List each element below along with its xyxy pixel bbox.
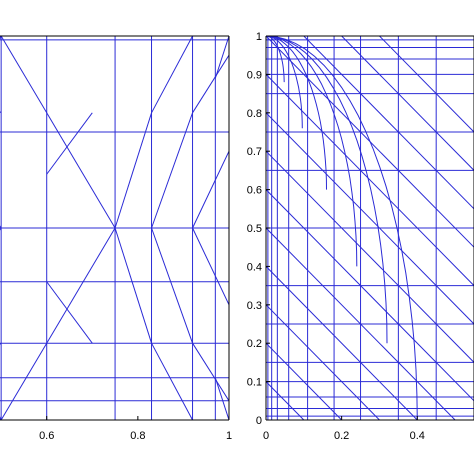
right-mesh-panel: 0 0.2 0.4 0 0.1 0.2 0.3 0.4 0.5 0.6 0.7 0.8 0.9 1 [247, 31, 474, 442]
mesh-diagonal-line [151, 342, 193, 420]
y-tick-label: 1 [256, 31, 262, 43]
mesh-diagonal-line [151, 227, 194, 344]
left-mesh-lines [0, 36, 229, 420]
y-tick-label: 0.2 [247, 338, 262, 350]
mesh-diagonal-line [114, 112, 153, 229]
y-tick-label: 0.8 [247, 108, 262, 120]
left-x-tick-labels: 0.40.60.81 [39, 430, 232, 442]
mesh-diagonal-line [266, 342, 342, 420]
x-tick-label: 1 [226, 430, 232, 442]
mesh-diagonal-line [266, 304, 380, 420]
mesh-diagonal-line [151, 112, 194, 229]
y-tick-label: 0.7 [247, 146, 262, 158]
mesh-diagonal-line [46, 227, 116, 344]
y-tick-label: 0.4 [247, 261, 262, 273]
mesh-diagonal-line [266, 265, 418, 420]
mesh-diagonal-line [214, 377, 229, 420]
y-tick-label: 0.6 [247, 185, 262, 197]
mesh-diagonal-line [0, 342, 48, 420]
y-tick-label: 0.3 [247, 300, 262, 312]
x-tick-label: 0.4 [410, 430, 425, 442]
mesh-diagonal-line [192, 227, 229, 306]
y-tick-label: 0 [256, 415, 262, 427]
x-tick-label: 0.2 [334, 430, 349, 442]
mesh-fan-curve [266, 36, 327, 190]
mesh-diagonal-line [266, 188, 474, 402]
mesh-diagonal-line [46, 112, 116, 229]
mesh-diagonal-line [192, 150, 229, 229]
mesh-diagonal-line [192, 342, 229, 402]
mesh-fan-curve [266, 36, 388, 344]
mesh-diagonal-line [341, 36, 474, 172]
mesh-fan-curve [266, 36, 418, 420]
left-mesh-panel: 0.40.60.81 [0, 35, 232, 442]
x-tick-label: 0 [263, 430, 269, 442]
mesh-diagonal-line [303, 36, 474, 210]
y-tick-label: 0.5 [247, 223, 262, 235]
mesh-diagonal-line [266, 150, 474, 364]
x-tick-label: 0.8 [130, 430, 145, 442]
y-tick-label: 0.1 [247, 377, 262, 389]
x-tick-label: 0.6 [39, 430, 54, 442]
mesh-diagonal-line [214, 36, 229, 79]
mesh-diagonal-line [192, 54, 229, 114]
mesh-diagonal-line [266, 112, 474, 325]
mesh-diagonal-line [266, 73, 474, 287]
mesh-diagonal-line [151, 36, 193, 114]
mesh-fan-curve [266, 36, 303, 129]
mesh-diagonal-line [46, 112, 93, 175]
right-y-tick-labels: 0 0.1 0.2 0.3 0.4 0.5 0.6 0.7 0.8 0.9 1 [247, 31, 262, 427]
mesh-diagonal-line [379, 36, 474, 133]
left-axes-frame [0, 35, 230, 421]
mesh-diagonal-line [266, 227, 456, 420]
mesh-fan-curve [266, 36, 358, 267]
mesh-diagonal-line [46, 281, 93, 344]
mesh-diagonal-line [114, 227, 153, 344]
y-tick-label: 0.9 [247, 69, 262, 81]
right-axes-frame [265, 35, 474, 421]
right-x-tick-labels: 0 0.2 0.4 [263, 430, 425, 442]
mesh-diagonal-line [0, 36, 48, 114]
mesh-fan-curve [266, 36, 285, 83]
